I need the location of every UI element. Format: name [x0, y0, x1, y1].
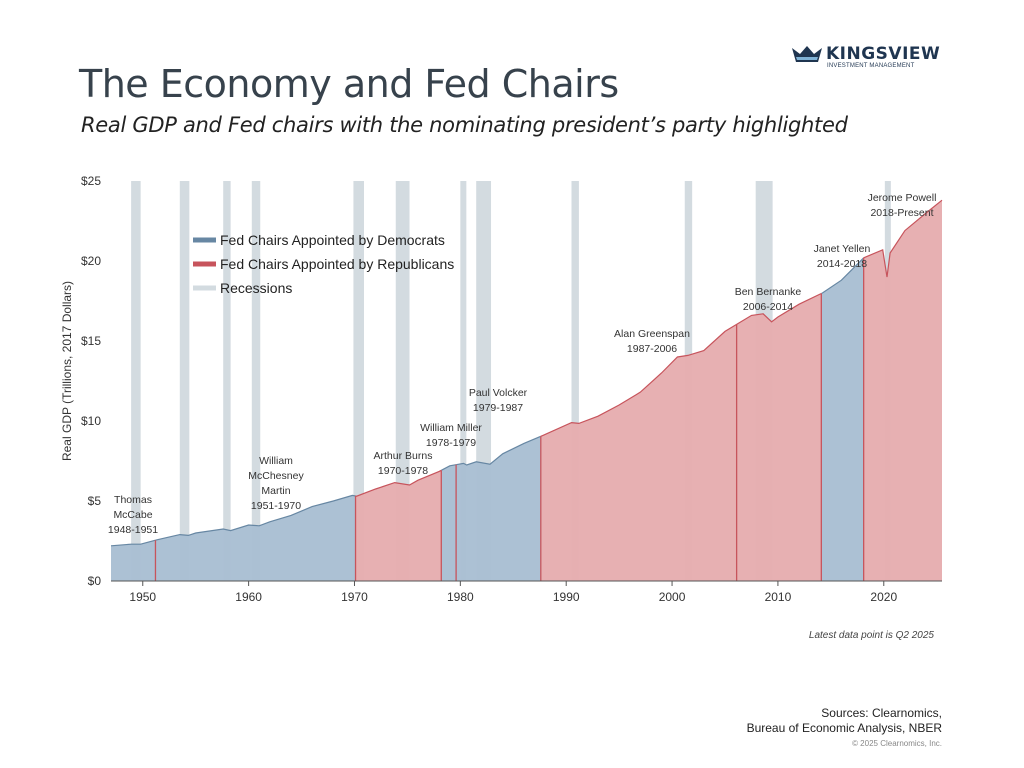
- chair-area: [736, 293, 822, 581]
- chair-area: [111, 540, 156, 581]
- x-tick-label: 1950: [129, 590, 156, 604]
- chair-label: 1978-1979: [426, 437, 476, 449]
- chair-label: Thomas: [114, 494, 152, 506]
- y-tick-label: $15: [81, 334, 101, 348]
- chair-lines: [110, 199, 943, 547]
- latest-data-note: Latest data point is Q2 2025: [808, 630, 934, 641]
- chair-areas: [111, 200, 942, 581]
- chair-area: [863, 200, 942, 581]
- chair-label: Martin: [261, 485, 290, 497]
- x-tick-label: 1970: [341, 590, 368, 604]
- copyright: © 2025 Clearnomics, Inc.: [852, 739, 942, 748]
- axes: 1950 1960 1970 1980 1990 2000 2010 2020 $0 $5 $10 $…: [60, 174, 942, 604]
- chair-label: 1948-1951: [108, 524, 158, 536]
- sources: Sources: Clearnomics, Bureau of Economic…: [747, 706, 942, 736]
- recession-band: [353, 181, 365, 581]
- legend-label: Fed Chairs Appointed by Democrats: [220, 232, 445, 248]
- recession-band: [131, 181, 141, 581]
- chair-gdp-line: [540, 323, 737, 437]
- x-tick-label: 2000: [659, 590, 686, 604]
- chair-label: 2006-2014: [743, 301, 793, 313]
- chair-label: Alan Greenspan: [614, 328, 690, 340]
- chair-label: 1951-1970: [251, 500, 301, 512]
- chair-gdp-line: [821, 257, 865, 295]
- chair-gdp-line: [736, 292, 822, 325]
- x-tick-label: 2010: [765, 590, 792, 604]
- crown-logo-icon: [792, 46, 822, 62]
- chair-label: McChesney: [248, 470, 304, 482]
- x-tick-label: 1990: [553, 590, 580, 604]
- chair-area: [155, 495, 356, 581]
- page-subtitle: Real GDP and Fed chairs with the nominat…: [81, 113, 848, 137]
- chair-gdp-line: [110, 539, 156, 547]
- logo-tagline: INVESTMENT MANAGEMENT: [827, 63, 915, 69]
- chair-label: Janet Yellen: [814, 243, 871, 255]
- chair-labels: Thomas McCabe 1948-1951 William McChesney Mar…: [108, 192, 937, 536]
- legend-label: Recessions: [220, 280, 292, 296]
- chair-area: [540, 324, 737, 581]
- x-tick-label: 1980: [447, 590, 474, 604]
- chair-gdp-line: [155, 494, 356, 541]
- recession-band: [223, 181, 231, 581]
- chair-area: [456, 436, 541, 581]
- sources-line-2: Bureau of Economic Analysis, NBER: [746, 721, 942, 735]
- chair-gdp-line: [455, 435, 542, 466]
- chair-gdp-line: [441, 464, 457, 471]
- recession-band: [460, 181, 467, 581]
- chair-area: [821, 257, 864, 581]
- chair-label: Ben Bernanke: [735, 286, 802, 298]
- y-tick-label: $0: [88, 574, 102, 588]
- y-axis-label: Real GDP (Trillions, 2017 Dollars): [60, 281, 74, 461]
- legend: Fed Chairs Appointed by Democrats Fed Cha…: [193, 232, 454, 296]
- sources-line-1: Sources: Clearnomics,: [821, 706, 942, 720]
- y-tick-label: $10: [81, 414, 101, 428]
- chair-label: 2014-2018: [817, 258, 867, 270]
- chair-dividers: [154, 257, 865, 581]
- legend-label: Fed Chairs Appointed by Republicans: [220, 256, 454, 272]
- chair-gdp-line: [355, 469, 442, 497]
- x-tick-label: 1960: [235, 590, 262, 604]
- chair-area: [355, 470, 442, 581]
- logo-name: KINGSVIEW: [826, 44, 941, 64]
- recession-band: [251, 181, 261, 581]
- chair-label: William Miller: [420, 422, 482, 434]
- recession-band: [179, 181, 190, 581]
- chair-label: Paul Volcker: [469, 387, 528, 399]
- y-tick-label: $20: [81, 254, 101, 268]
- y-tick-label: $5: [88, 494, 102, 508]
- chair-label: 2018-Present: [870, 207, 933, 219]
- y-tick-label: $25: [81, 174, 101, 188]
- chair-gdp-line: [863, 199, 943, 278]
- recession-band: [395, 181, 410, 581]
- page-title: The Economy and Fed Chairs: [79, 62, 619, 106]
- chair-label: William: [259, 455, 293, 467]
- x-tick-label: 2020: [870, 590, 897, 604]
- company-logo: KINGSVIEW INVESTMENT MANAGEMENT: [792, 44, 940, 76]
- recession-band: [571, 181, 579, 581]
- chair-area: [441, 464, 457, 581]
- chair-label: Jerome Powell: [868, 192, 937, 204]
- chair-label: 1970-1978: [378, 465, 428, 477]
- chair-label: 1987-2006: [627, 343, 677, 355]
- chair-label: 1979-1987: [473, 402, 523, 414]
- chair-label: Arthur Burns: [374, 450, 433, 462]
- chair-label: McCabe: [113, 509, 152, 521]
